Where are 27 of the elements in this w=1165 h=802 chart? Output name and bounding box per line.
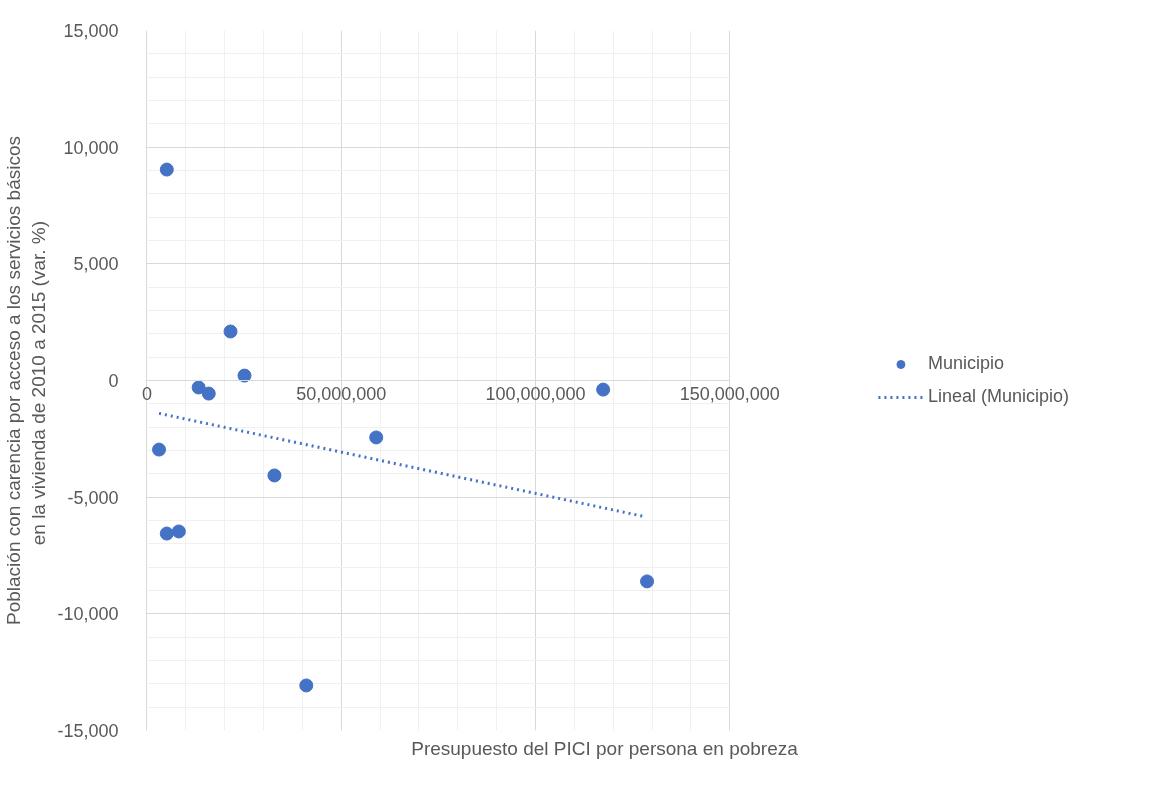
y-tick-label: -15,000: [57, 721, 119, 741]
y-tick-label: 15,000: [63, 21, 119, 41]
point: [223, 324, 238, 339]
y-axis-title: Población con carencia por acceso a los servicios básicos en la vivienda de 2010 a 2015 (var. %): [3, 136, 50, 625]
y-tick-label: -10,000: [57, 604, 119, 625]
point: [159, 162, 174, 177]
point: [171, 524, 186, 539]
y-tick-label: 5,000: [73, 254, 119, 275]
point: [596, 382, 611, 397]
x-axis-title: Presupuesto del PICI por persona en pobreza: [411, 737, 799, 759]
y-tick-label: -5,000: [67, 487, 119, 508]
point: [152, 442, 167, 457]
point: [369, 430, 384, 445]
x-tick-label: 50,000,000: [296, 383, 387, 404]
point: [201, 386, 216, 401]
legend-label: Lineal (Municipio): [927, 386, 1069, 407]
point: [640, 574, 655, 589]
point: [159, 526, 174, 541]
legend-label: Municipio: [927, 353, 1004, 374]
x-tick-label: 0: [141, 383, 152, 404]
point: [191, 380, 206, 395]
x-tick-label: 100,000,000: [485, 383, 586, 404]
point: [267, 468, 282, 483]
point: [237, 368, 252, 383]
x-tick-label: 150,000,000: [679, 383, 780, 404]
y-tick-label: 10,000: [63, 137, 119, 158]
point: [299, 678, 314, 693]
